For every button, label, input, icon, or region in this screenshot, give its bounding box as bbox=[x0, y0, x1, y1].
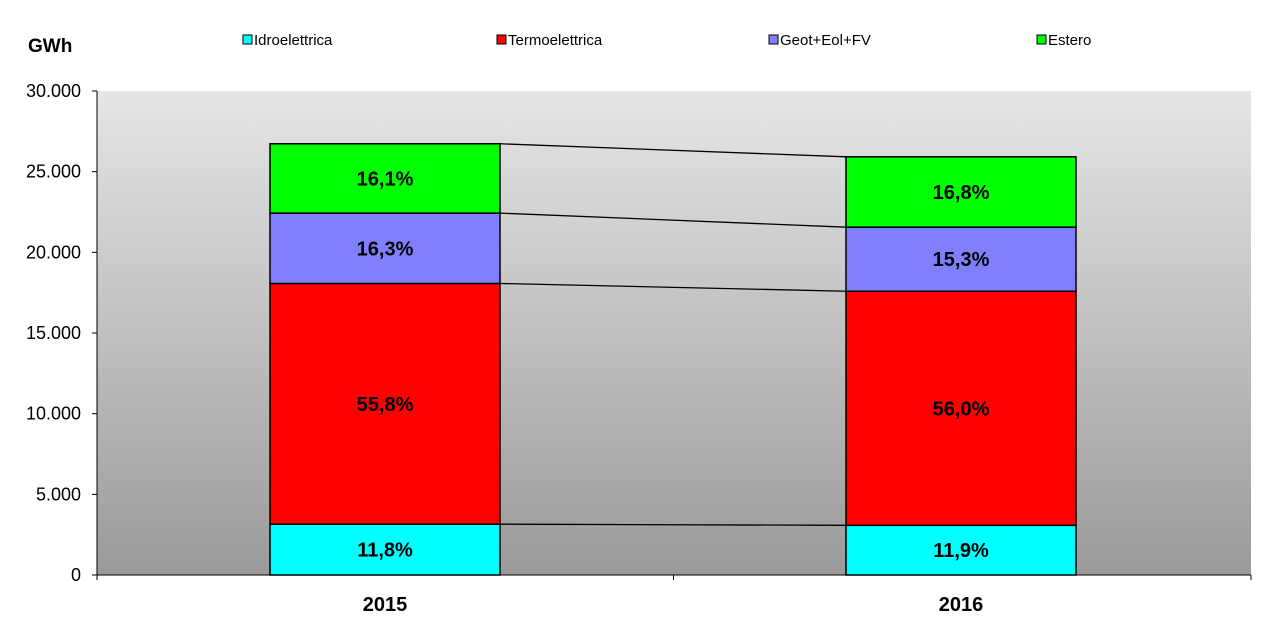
y-axis-label: GWh bbox=[28, 36, 72, 57]
x-category-label: 2016 bbox=[939, 594, 984, 616]
bar-segment-termoelettrica-2016 bbox=[845, 290, 1077, 527]
y-tick-label: 5.000 bbox=[36, 484, 81, 504]
y-tick-label: 30.000 bbox=[26, 81, 81, 101]
y-tick-label: 20.000 bbox=[26, 242, 81, 262]
data-label: 16,1% bbox=[357, 168, 414, 190]
bar-segment-geot-eol-fv-2015 bbox=[269, 212, 501, 285]
bar-segment-estero-2015 bbox=[269, 143, 501, 214]
bar-segment-estero-2016 bbox=[845, 156, 1077, 228]
legend-item-estero: Estero bbox=[1036, 32, 1091, 49]
legend-label: Termoelettrica bbox=[508, 32, 603, 49]
series-connector-line bbox=[499, 282, 847, 292]
y-tick-label: 10.000 bbox=[26, 404, 81, 424]
data-label: 56,0% bbox=[933, 398, 990, 420]
legend-swatch bbox=[242, 34, 253, 45]
legend-label: Estero bbox=[1048, 32, 1091, 49]
legend-swatch bbox=[496, 34, 507, 45]
bar-segment-geot-eol-fv-2016 bbox=[845, 226, 1077, 292]
data-label: 11,9% bbox=[933, 540, 989, 562]
bar-segment-termoelettrica-2015 bbox=[269, 282, 501, 525]
data-label: 55,8% bbox=[357, 394, 414, 416]
data-label: 15,3% bbox=[933, 249, 990, 271]
data-label: 16,3% bbox=[357, 238, 414, 260]
legend-item-termoelettrica: Termoelettrica bbox=[496, 32, 603, 49]
series-connector-line bbox=[499, 212, 847, 228]
legend-swatch bbox=[768, 34, 779, 45]
x-category-label: 2015 bbox=[363, 594, 408, 616]
series-connector-line bbox=[499, 523, 847, 526]
y-tick-label: 25.000 bbox=[26, 162, 81, 182]
y-tick-label: 0 bbox=[71, 565, 81, 585]
bar-segment-idroelettrica-2016 bbox=[845, 524, 1077, 576]
legend-swatch bbox=[1036, 34, 1047, 45]
legend-item-idroelettrica: Idroelettrica bbox=[242, 32, 333, 49]
data-label: 11,8% bbox=[357, 540, 413, 562]
data-label: 16,8% bbox=[933, 182, 990, 204]
legend-label: Geot+Eol+FV bbox=[780, 32, 871, 49]
legend-item-geot-eol-fv: Geot+Eol+FV bbox=[768, 32, 871, 49]
y-tick-label: 15.000 bbox=[26, 323, 81, 343]
series-connector-line bbox=[499, 143, 847, 158]
legend-label: Idroelettrica bbox=[254, 32, 333, 49]
